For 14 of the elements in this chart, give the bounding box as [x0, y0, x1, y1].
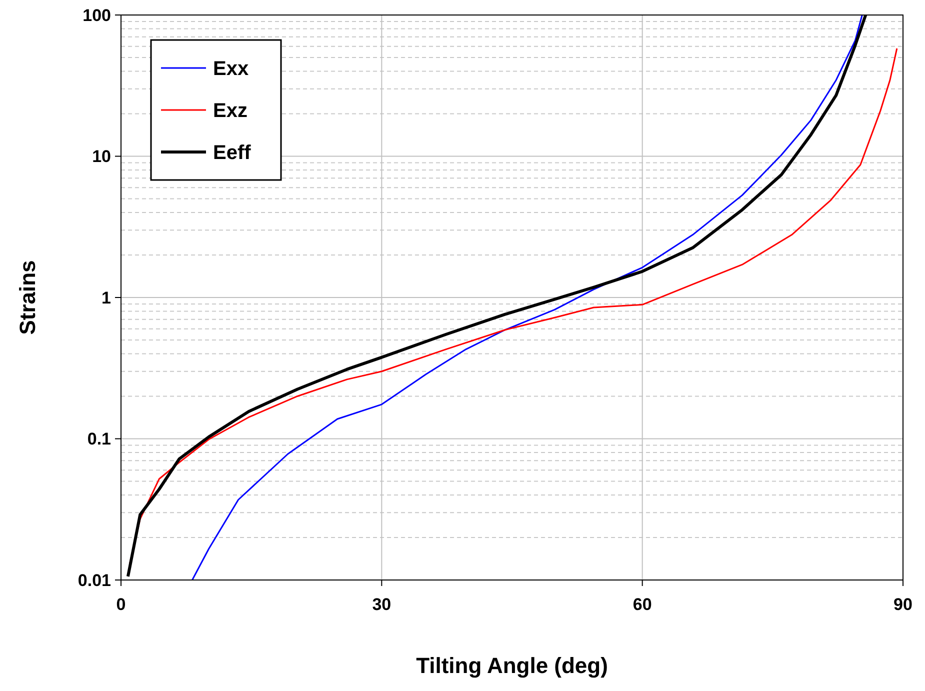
x-tick-label: 30: [372, 595, 392, 614]
legend-label: Exx: [213, 58, 249, 80]
x-tick-label: 0: [116, 595, 126, 614]
y-axis-title: Strains: [15, 260, 40, 335]
legend-label: Exz: [213, 100, 248, 122]
y-tick-label: 1: [102, 288, 111, 308]
x-axis-title: Tilting Angle (deg): [416, 653, 608, 678]
y-tick-label: 0.1: [87, 430, 111, 449]
legend-label: Eeff: [213, 142, 252, 164]
y-tick-label: 10: [92, 147, 111, 166]
y-tick-label: 100: [82, 6, 111, 25]
y-tick-label: 0.01: [78, 570, 111, 590]
x-tick-label: 90: [894, 595, 912, 614]
x-tick-label: 60: [632, 595, 652, 614]
